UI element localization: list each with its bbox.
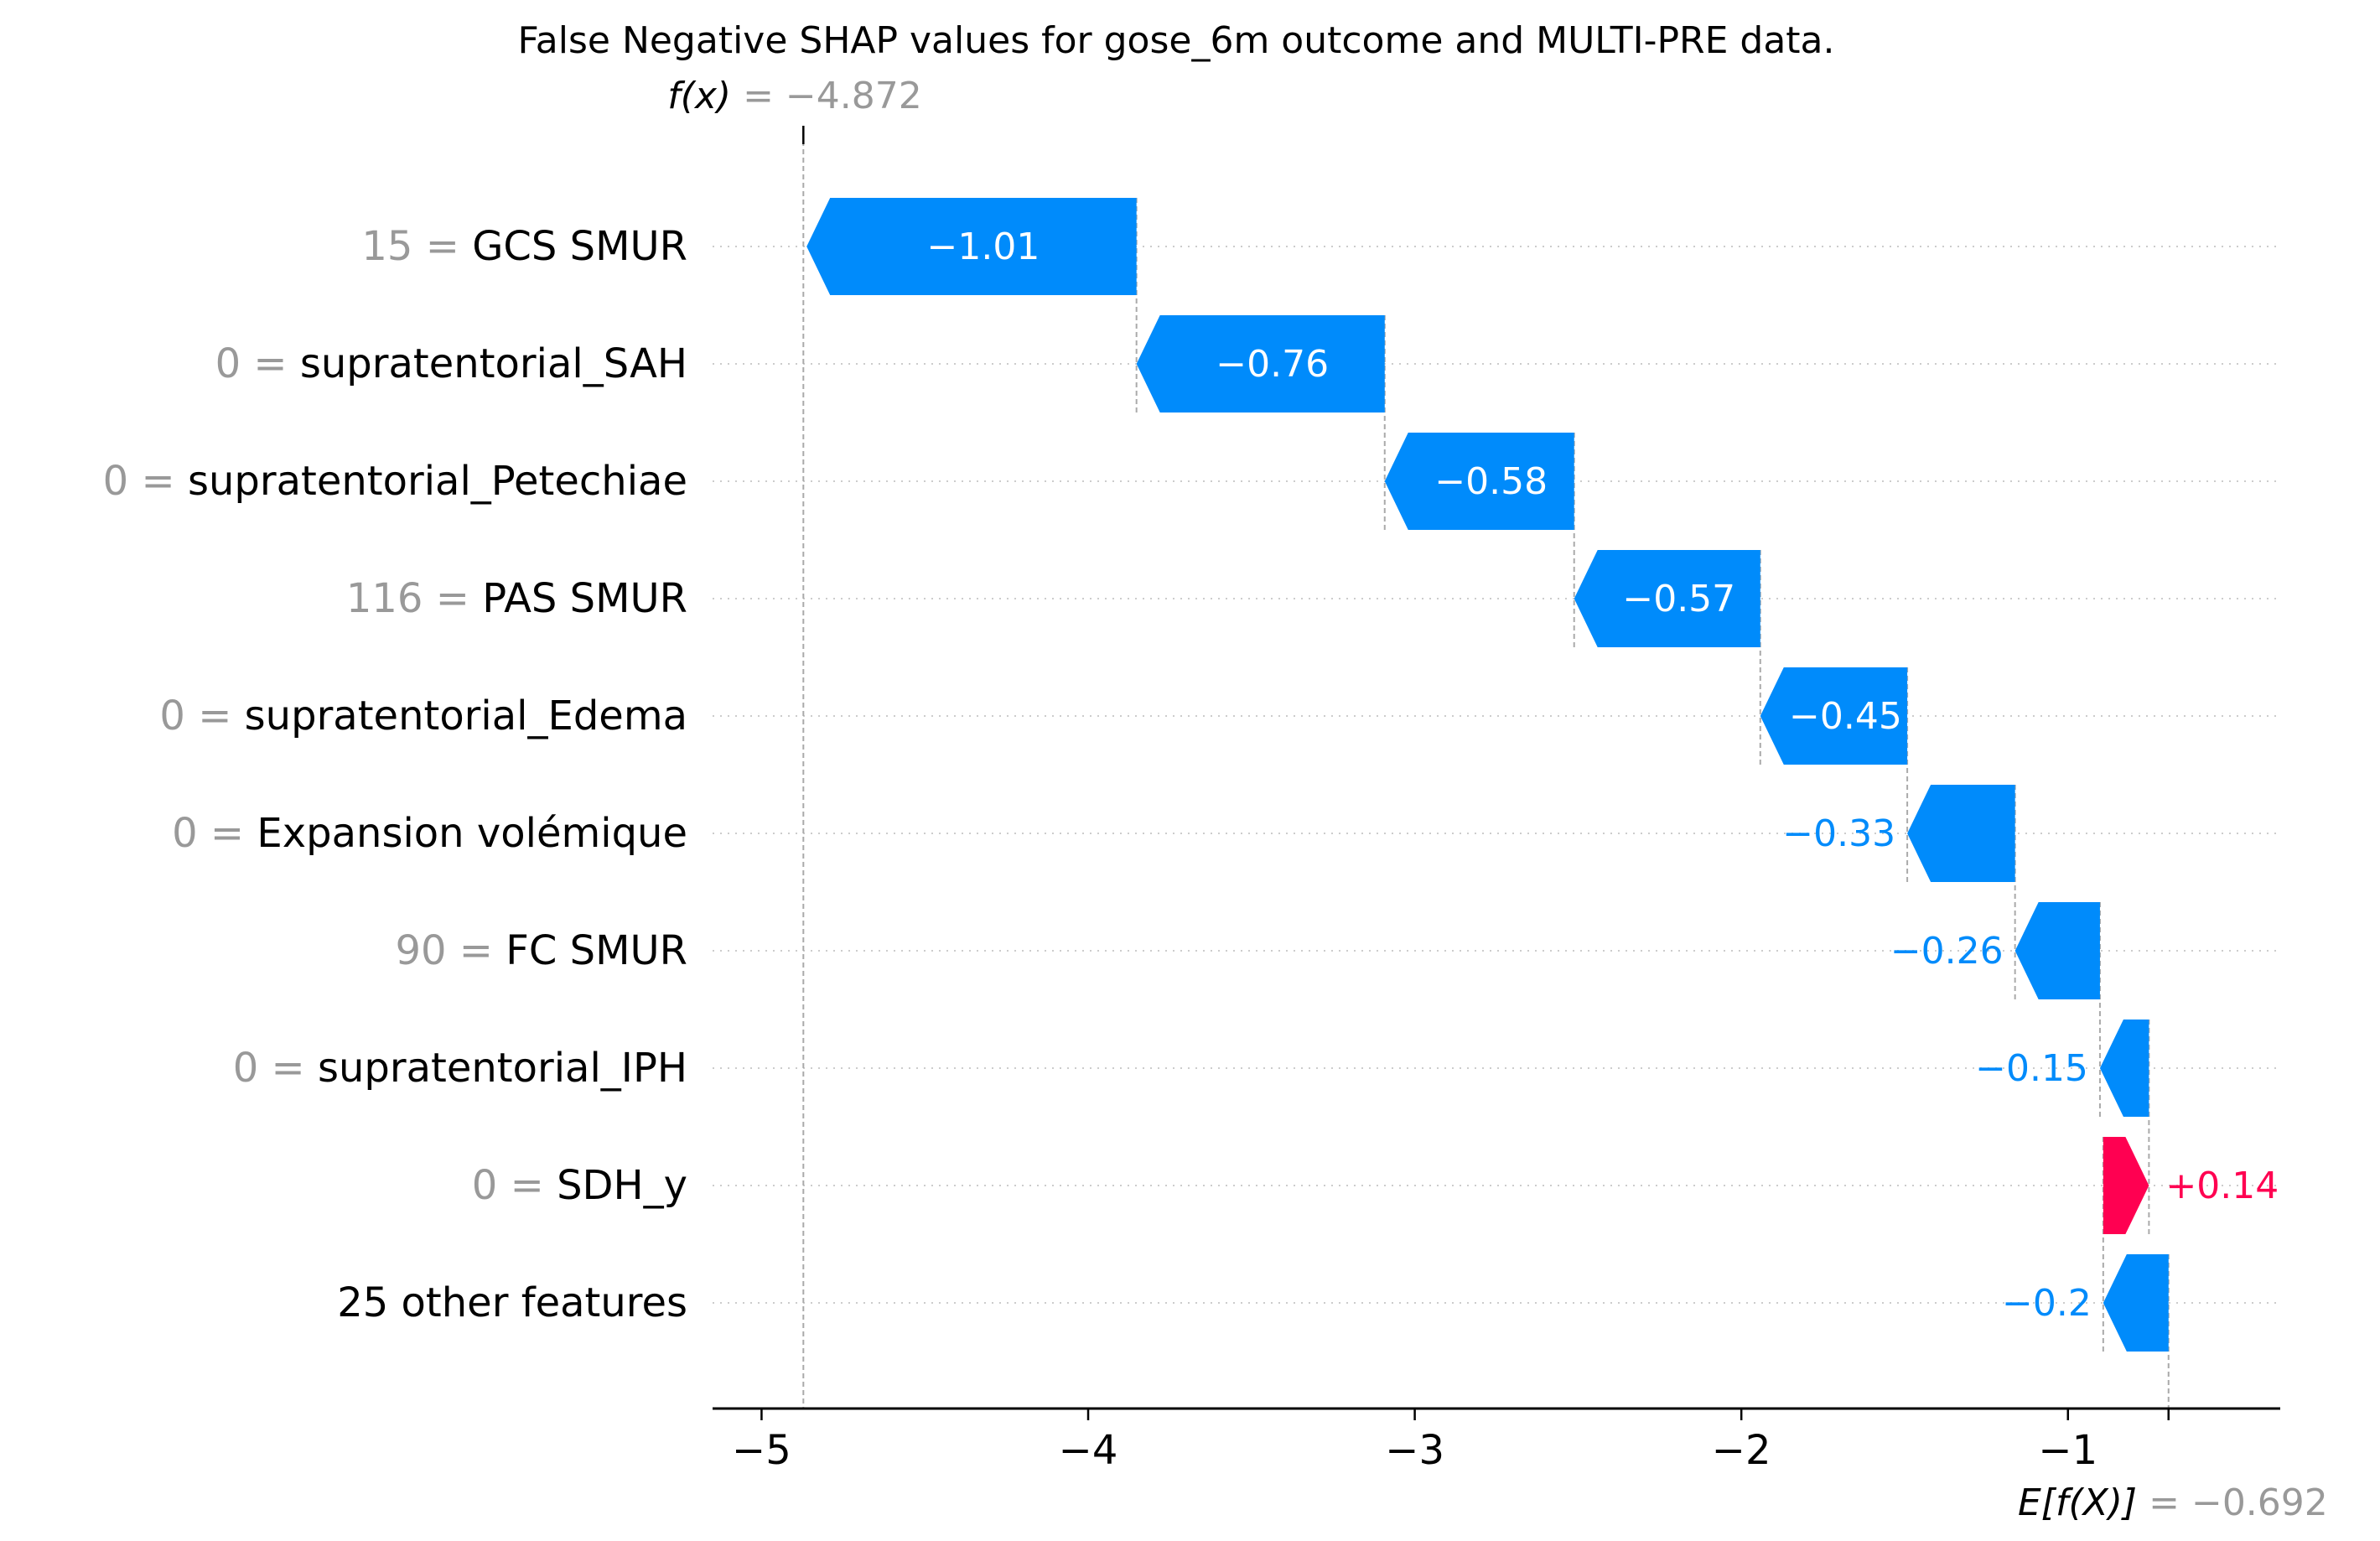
fx-suffix: = −4.872 <box>731 75 922 117</box>
negative-shap-bar <box>2014 902 2100 999</box>
shap-value-label: −0.57 <box>1622 578 1735 620</box>
grid-layer <box>713 246 2280 1304</box>
negative-shap-bar <box>2103 1254 2169 1352</box>
feature-value: 0 = <box>159 693 244 739</box>
chart-title: False Negative SHAP values for gose_6m o… <box>518 19 1835 62</box>
x-tick-label: −5 <box>732 1427 791 1474</box>
feature-label: 0 = supratentorial_IPH <box>233 1045 687 1092</box>
feature-name: GCS SMUR <box>472 223 687 270</box>
feature-name: supratentorial_Petechiae <box>188 458 687 505</box>
feature-label: 25 other features <box>337 1279 687 1326</box>
shap-value-label: −0.58 <box>1434 460 1548 503</box>
feature-label: 0 = SDH_y <box>472 1162 687 1209</box>
negative-shap-bar <box>2099 1020 2149 1117</box>
feature-label: 0 = supratentorial_Petechiae <box>103 458 687 505</box>
fx-label: f(x) = −4.872 <box>667 75 922 117</box>
shap-value-label: +0.14 <box>2165 1165 2279 1207</box>
feature-name: Expansion volémique <box>257 810 687 857</box>
efx-suffix: = −0.692 <box>2137 1481 2328 1524</box>
negative-shap-bar <box>1907 785 2015 882</box>
feature-name: supratentorial_Edema <box>245 693 687 739</box>
feature-label: 90 = FC SMUR <box>395 927 687 974</box>
shap-value-label: −0.76 <box>1216 343 1329 386</box>
feature-value: 0 = <box>233 1045 318 1092</box>
feature-value: 15 = <box>361 223 472 270</box>
feature-label: 15 = GCS SMUR <box>361 223 687 270</box>
feature-label: 0 = Expansion volémique <box>172 810 687 857</box>
feature-name: FC SMUR <box>506 927 687 974</box>
shap-value-label: −0.26 <box>1890 930 2004 973</box>
feature-name: supratentorial_IPH <box>318 1045 687 1092</box>
negative-shap-bar <box>1760 667 1908 765</box>
shap-value-label: −1.01 <box>927 226 1040 268</box>
negative-shap-bar <box>1136 315 1385 412</box>
feature-label: 116 = PAS SMUR <box>346 575 687 622</box>
feature-value: 0 = <box>472 1162 557 1209</box>
shap-value-label: −0.2 <box>2002 1282 2092 1325</box>
feature-name: SDH_y <box>557 1162 687 1209</box>
feature-value: 0 = <box>103 458 188 505</box>
x-axis: −5 −4 −3 −2 −1 <box>713 1407 2280 1474</box>
feature-name: 25 other features <box>337 1279 687 1326</box>
x-tick-label: −4 <box>1059 1427 1118 1474</box>
efx-prefix: E[f(X)] <box>2018 1481 2137 1524</box>
reference-lines <box>802 126 2170 1409</box>
feature-value: 0 = <box>215 340 300 387</box>
feature-value: 0 = <box>172 810 257 857</box>
bar-layer: −1.01 −0.76 −0.58 −0.57 −0.45 −0.33 −0.26 −0.15… <box>806 198 2279 1352</box>
x-tick-label: −1 <box>2038 1427 2097 1474</box>
positive-shap-bar <box>2103 1137 2149 1234</box>
feature-label: 0 = supratentorial_SAH <box>215 340 687 387</box>
x-tick-label: −2 <box>1712 1427 1771 1474</box>
negative-shap-bar <box>806 198 1137 295</box>
feature-value: 116 = <box>346 575 482 622</box>
fx-prefix: f(x) <box>667 75 731 117</box>
efx-label: E[f(X)] = −0.692 <box>2018 1481 2328 1524</box>
negative-shap-bar <box>1574 550 1760 647</box>
feature-value: 90 = <box>395 927 506 974</box>
feature-label: 0 = supratentorial_Edema <box>159 693 687 739</box>
shap-value-label: −0.33 <box>1782 812 1895 855</box>
shap-value-label: −0.45 <box>1789 695 1902 738</box>
feature-name: PAS SMUR <box>482 575 687 622</box>
x-tick-label: −3 <box>1385 1427 1444 1474</box>
negative-shap-bar <box>1384 433 1574 530</box>
shap-value-label: −0.15 <box>1975 1047 2088 1090</box>
feature-name: supratentorial_SAH <box>300 340 687 387</box>
